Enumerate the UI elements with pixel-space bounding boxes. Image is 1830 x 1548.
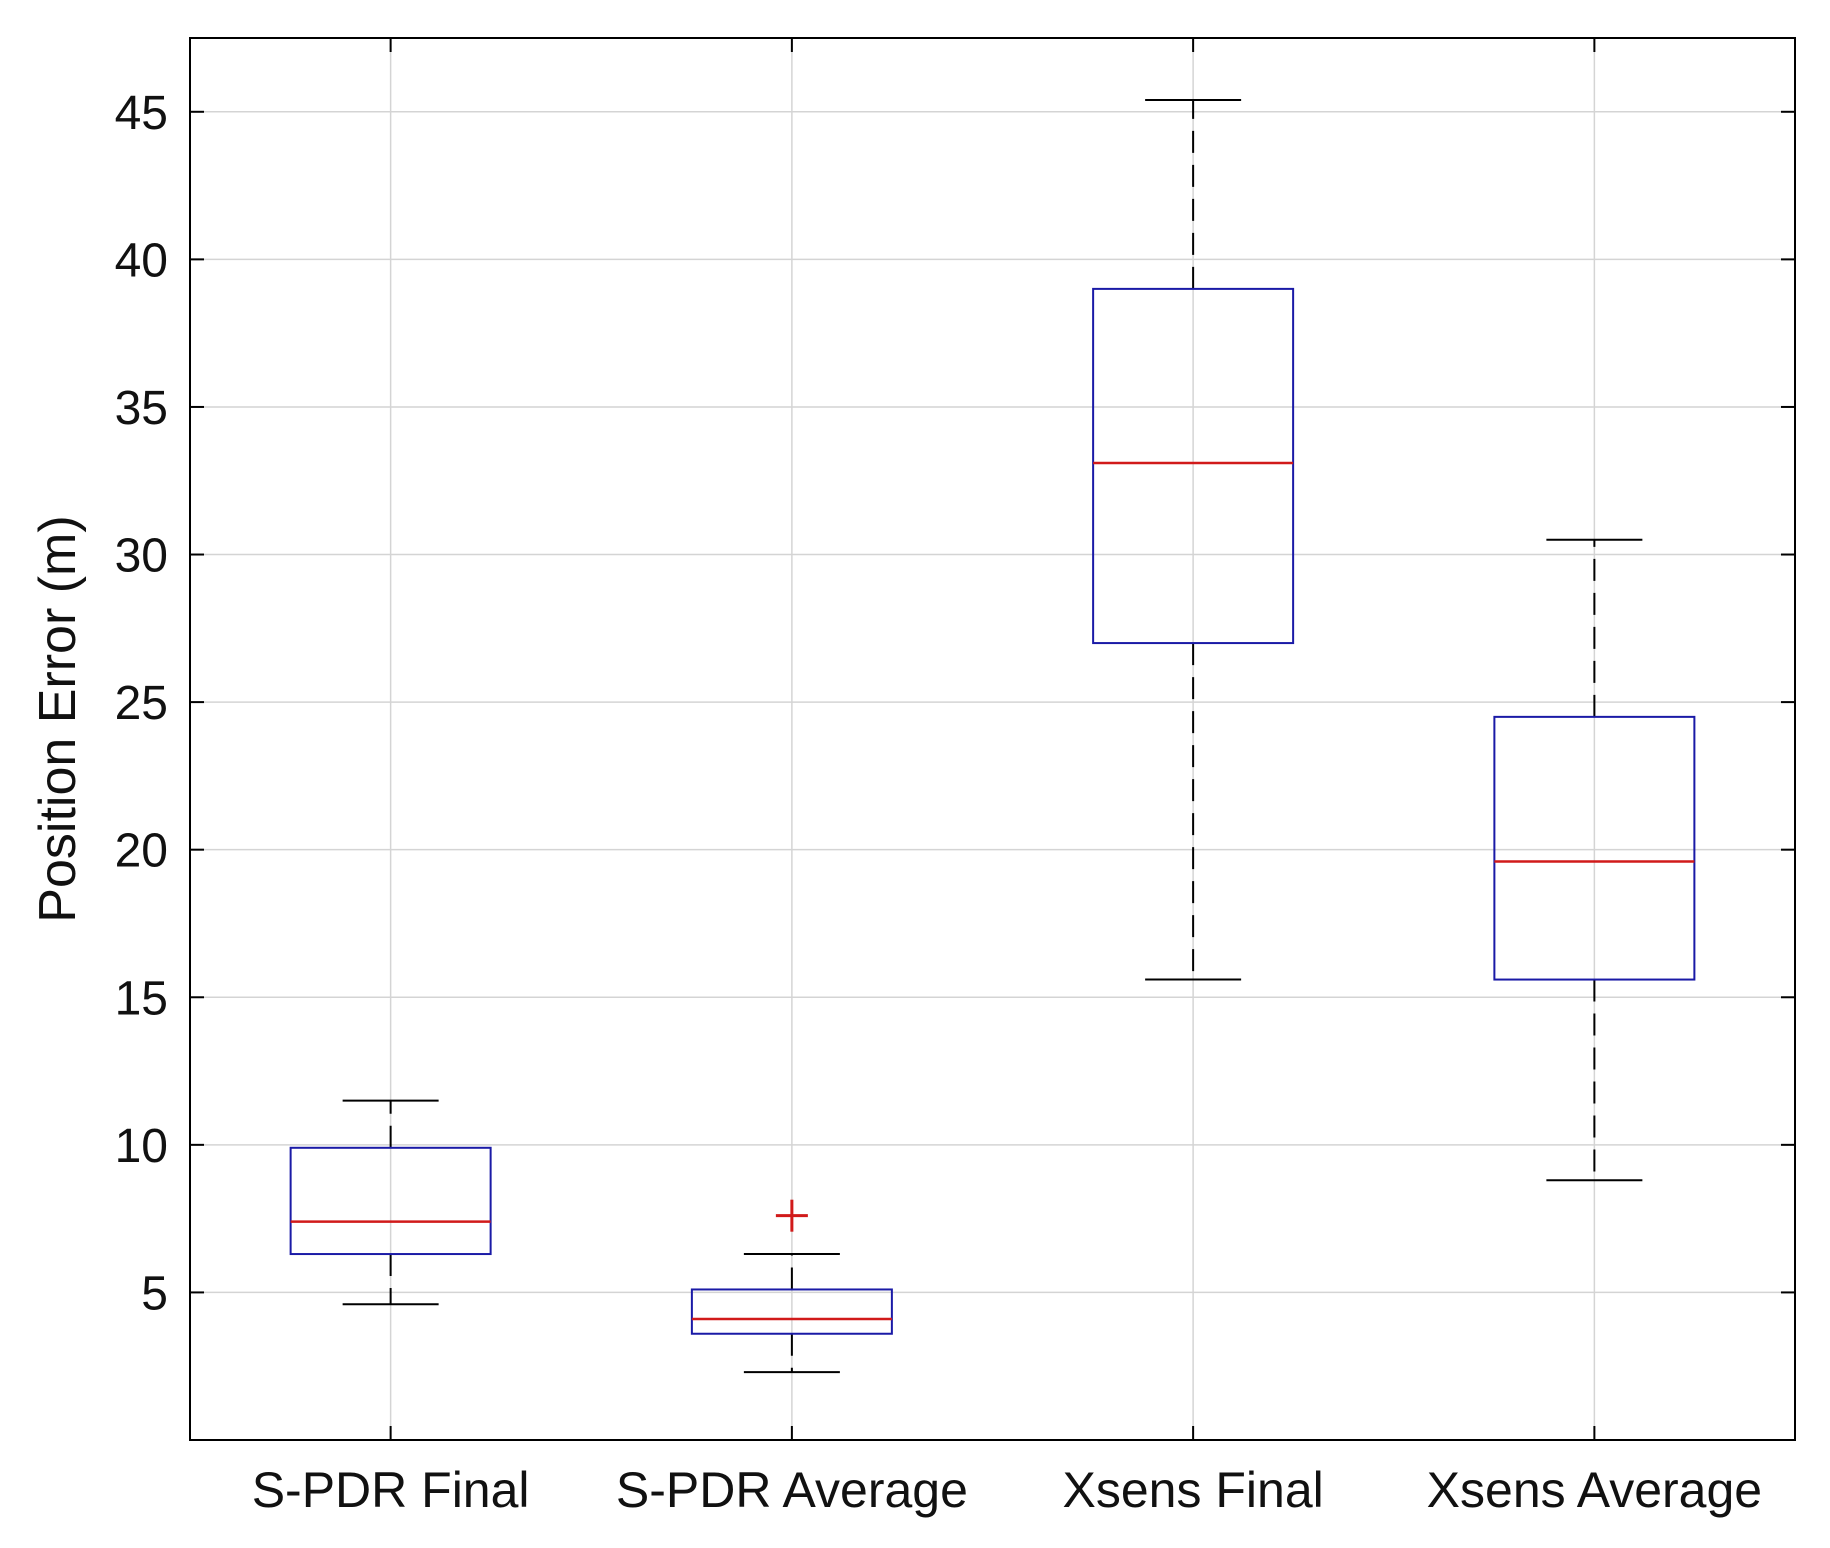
labels-layer: 5 10 15 20 25 30 35 40 45 S-PDR Final S-PDR Averag… [115, 87, 1762, 1518]
y-tick-label: 10 [115, 1120, 168, 1173]
y-tick-label: 5 [141, 1267, 168, 1320]
box-group [690, 1199, 893, 1374]
x-category-label: S-PDR Average [616, 1462, 968, 1518]
iqr-box [1493, 715, 1696, 981]
y-tick-label: 15 [115, 972, 168, 1025]
box-group [1092, 98, 1295, 981]
y-axis-title: Position Error (m) [29, 515, 87, 922]
y-tick-label: 25 [115, 677, 168, 730]
iqr-box [289, 1146, 492, 1256]
x-category-label: S-PDR Final [252, 1462, 530, 1518]
grid-layer [190, 38, 1795, 1440]
iqr-box [1092, 287, 1295, 645]
box-group [289, 1099, 492, 1306]
y-tick-label: 20 [115, 825, 168, 878]
y-tick-label: 35 [115, 382, 168, 435]
plot-frame [189, 37, 1796, 1441]
x-category-label: Xsens Final [1063, 1462, 1324, 1518]
y-tick-label: 40 [115, 234, 168, 287]
iqr-box [690, 1288, 893, 1335]
x-category-label: Xsens Average [1427, 1462, 1762, 1518]
y-tick-label: 30 [115, 530, 168, 583]
box-group [1493, 538, 1696, 1182]
ticks-layer [190, 38, 1795, 1440]
boxes-layer [289, 98, 1696, 1374]
y-tick-label: 45 [115, 87, 168, 140]
